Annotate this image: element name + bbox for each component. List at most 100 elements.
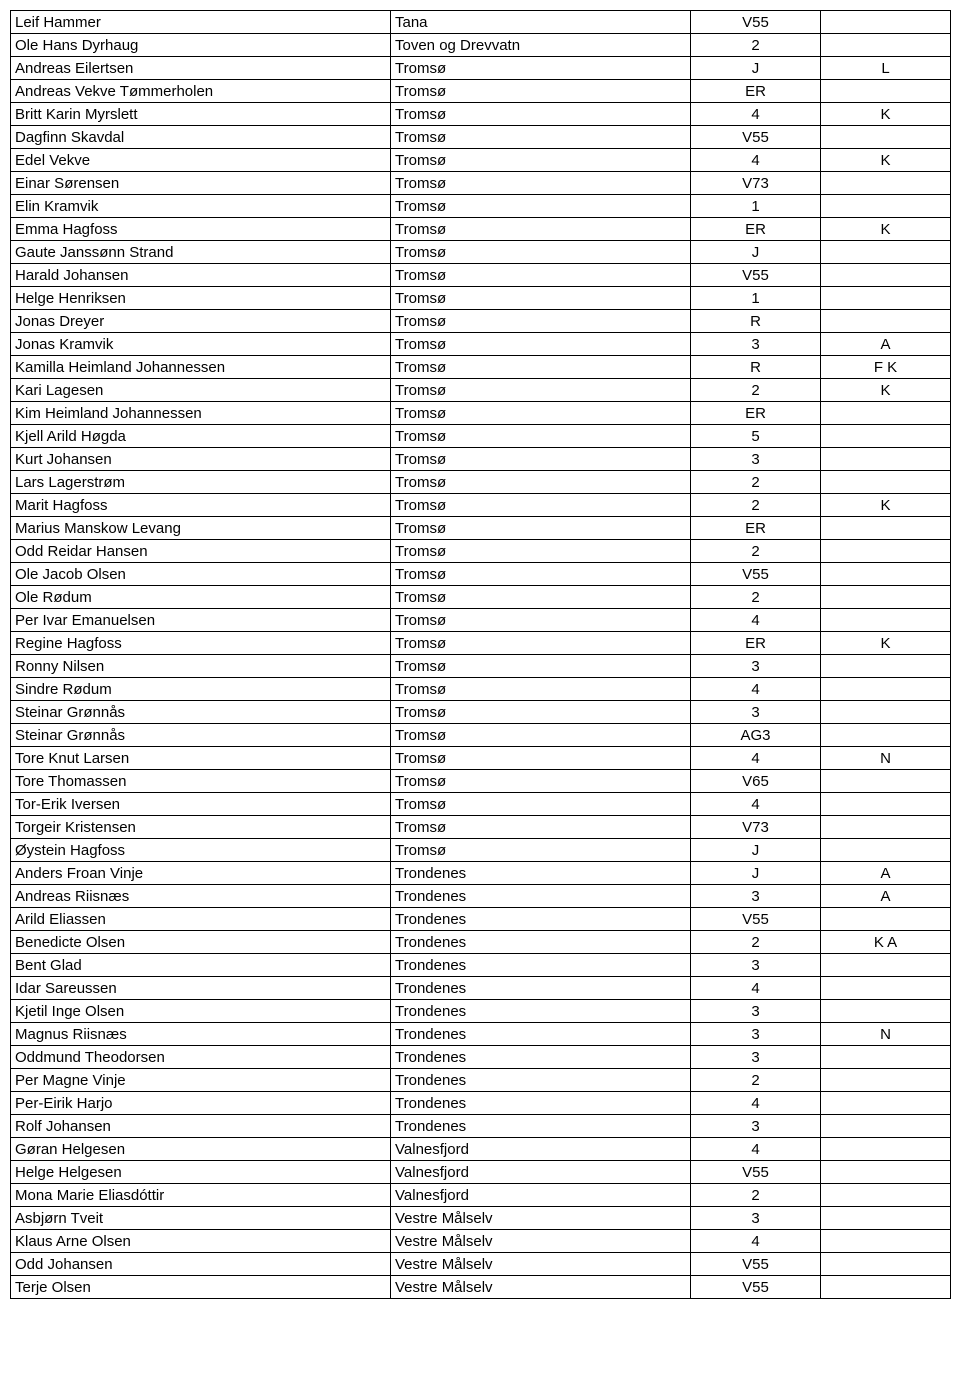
table-row: Dagfinn SkavdalTromsøV55 bbox=[11, 126, 951, 149]
class-cell: 2 bbox=[691, 494, 821, 517]
flag-cell bbox=[821, 954, 951, 977]
table-row: Sindre RødumTromsø4 bbox=[11, 678, 951, 701]
name-cell: Idar Sareussen bbox=[11, 977, 391, 1000]
table-row: Klaus Arne OlsenVestre Målselv4 bbox=[11, 1230, 951, 1253]
location-cell: Tromsø bbox=[391, 839, 691, 862]
location-cell: Tromsø bbox=[391, 701, 691, 724]
class-cell: 4 bbox=[691, 977, 821, 1000]
flag-cell bbox=[821, 1184, 951, 1207]
table-row: Marit HagfossTromsø2K bbox=[11, 494, 951, 517]
class-cell: ER bbox=[691, 517, 821, 540]
name-cell: Andreas Vekve Tømmerholen bbox=[11, 80, 391, 103]
table-row: Kurt JohansenTromsø3 bbox=[11, 448, 951, 471]
location-cell: Tromsø bbox=[391, 379, 691, 402]
class-cell: 2 bbox=[691, 540, 821, 563]
name-cell: Leif Hammer bbox=[11, 11, 391, 34]
location-cell: Tromsø bbox=[391, 264, 691, 287]
class-cell: R bbox=[691, 310, 821, 333]
class-cell: 3 bbox=[691, 448, 821, 471]
class-cell: 2 bbox=[691, 586, 821, 609]
flag-cell bbox=[821, 11, 951, 34]
name-cell: Dagfinn Skavdal bbox=[11, 126, 391, 149]
class-cell: AG3 bbox=[691, 724, 821, 747]
class-cell: 4 bbox=[691, 747, 821, 770]
location-cell: Valnesfjord bbox=[391, 1184, 691, 1207]
flag-cell bbox=[821, 402, 951, 425]
location-cell: Tromsø bbox=[391, 494, 691, 517]
location-cell: Tromsø bbox=[391, 80, 691, 103]
flag-cell bbox=[821, 1253, 951, 1276]
location-cell: Tromsø bbox=[391, 57, 691, 80]
table-row: Lars LagerstrømTromsø2 bbox=[11, 471, 951, 494]
location-cell: Tromsø bbox=[391, 333, 691, 356]
table-row: Jonas KramvikTromsø3A bbox=[11, 333, 951, 356]
location-cell: Tromsø bbox=[391, 149, 691, 172]
table-row: Kari LagesenTromsø2K bbox=[11, 379, 951, 402]
name-cell: Lars Lagerstrøm bbox=[11, 471, 391, 494]
table-row: Andreas RiisnæsTrondenes3A bbox=[11, 885, 951, 908]
location-cell: Tromsø bbox=[391, 563, 691, 586]
name-cell: Kamilla Heimland Johannessen bbox=[11, 356, 391, 379]
location-cell: Trondenes bbox=[391, 1092, 691, 1115]
name-cell: Andreas Riisnæs bbox=[11, 885, 391, 908]
table-row: Arild EliassenTrondenesV55 bbox=[11, 908, 951, 931]
flag-cell bbox=[821, 517, 951, 540]
class-cell: 2 bbox=[691, 931, 821, 954]
flag-cell bbox=[821, 1046, 951, 1069]
location-cell: Trondenes bbox=[391, 954, 691, 977]
flag-cell bbox=[821, 1000, 951, 1023]
flag-cell bbox=[821, 1138, 951, 1161]
location-cell: Tromsø bbox=[391, 747, 691, 770]
name-cell: Elin Kramvik bbox=[11, 195, 391, 218]
table-row: Helge HenriksenTromsø1 bbox=[11, 287, 951, 310]
name-cell: Jonas Dreyer bbox=[11, 310, 391, 333]
class-cell: 3 bbox=[691, 1000, 821, 1023]
flag-cell bbox=[821, 977, 951, 1000]
table-row: Asbjørn TveitVestre Målselv3 bbox=[11, 1207, 951, 1230]
flag-cell bbox=[821, 1069, 951, 1092]
class-cell: 3 bbox=[691, 1046, 821, 1069]
flag-cell bbox=[821, 1276, 951, 1299]
name-cell: Kjell Arild Høgda bbox=[11, 425, 391, 448]
name-cell: Odd Reidar Hansen bbox=[11, 540, 391, 563]
table-row: Helge HelgesenValnesfjordV55 bbox=[11, 1161, 951, 1184]
class-cell: V73 bbox=[691, 816, 821, 839]
table-row: Kjetil Inge OlsenTrondenes3 bbox=[11, 1000, 951, 1023]
table-row: Per Magne VinjeTrondenes2 bbox=[11, 1069, 951, 1092]
name-cell: Tor-Erik Iversen bbox=[11, 793, 391, 816]
location-cell: Vestre Målselv bbox=[391, 1207, 691, 1230]
class-cell: R bbox=[691, 356, 821, 379]
name-cell: Rolf Johansen bbox=[11, 1115, 391, 1138]
table-row: Ole Hans DyrhaugToven og Drevvatn2 bbox=[11, 34, 951, 57]
flag-cell bbox=[821, 839, 951, 862]
table-row: Per Ivar EmanuelsenTromsø4 bbox=[11, 609, 951, 632]
table-row: Ole Jacob OlsenTromsøV55 bbox=[11, 563, 951, 586]
name-cell: Helge Helgesen bbox=[11, 1161, 391, 1184]
class-cell: 4 bbox=[691, 609, 821, 632]
location-cell: Tromsø bbox=[391, 241, 691, 264]
flag-cell: K bbox=[821, 494, 951, 517]
name-cell: Øystein Hagfoss bbox=[11, 839, 391, 862]
table-row: Jonas DreyerTromsøR bbox=[11, 310, 951, 333]
class-cell: 4 bbox=[691, 149, 821, 172]
class-cell: 4 bbox=[691, 1092, 821, 1115]
table-row: Odd Reidar HansenTromsø2 bbox=[11, 540, 951, 563]
table-row: Britt Karin MyrslettTromsø4K bbox=[11, 103, 951, 126]
flag-cell bbox=[821, 586, 951, 609]
flag-cell bbox=[821, 655, 951, 678]
table-row: Kjell Arild HøgdaTromsø5 bbox=[11, 425, 951, 448]
flag-cell bbox=[821, 34, 951, 57]
flag-cell bbox=[821, 80, 951, 103]
table-row: Marius Manskow LevangTromsøER bbox=[11, 517, 951, 540]
flag-cell bbox=[821, 195, 951, 218]
table-row: Ole RødumTromsø2 bbox=[11, 586, 951, 609]
class-cell: 3 bbox=[691, 701, 821, 724]
flag-cell bbox=[821, 770, 951, 793]
flag-cell bbox=[821, 1092, 951, 1115]
name-cell: Per Magne Vinje bbox=[11, 1069, 391, 1092]
class-cell: 4 bbox=[691, 793, 821, 816]
location-cell: Trondenes bbox=[391, 885, 691, 908]
class-cell: V65 bbox=[691, 770, 821, 793]
name-cell: Edel Vekve bbox=[11, 149, 391, 172]
flag-cell bbox=[821, 609, 951, 632]
